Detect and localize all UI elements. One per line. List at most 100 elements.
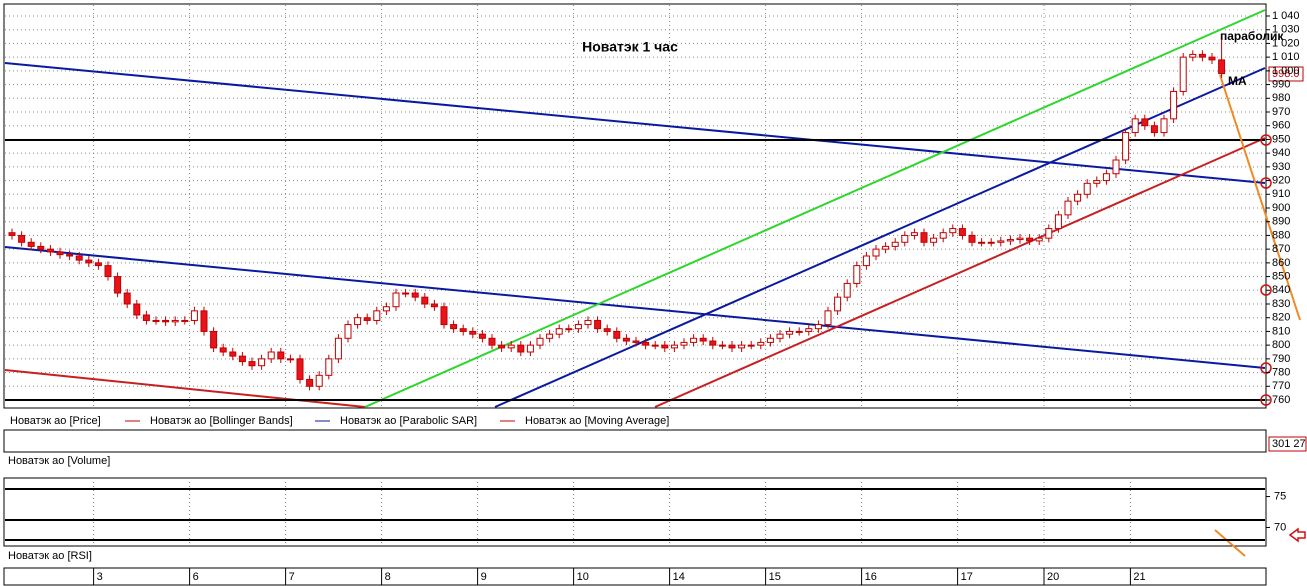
- candle-body: [1141, 118, 1149, 127]
- candle-body: [1102, 173, 1110, 182]
- candle-body: [488, 337, 496, 346]
- candle-body: [325, 358, 333, 376]
- candle-body: [66, 254, 74, 257]
- candle-body: [574, 324, 582, 330]
- candle-body: [1198, 53, 1206, 58]
- y-tick-label: 75: [1274, 490, 1286, 502]
- trend-line: [4, 62, 1266, 184]
- y-tick-label: 930: [1272, 161, 1290, 173]
- candle-body: [690, 337, 698, 343]
- candle-body: [133, 303, 141, 316]
- candle-body: [680, 341, 688, 346]
- candle-body: [1026, 237, 1034, 242]
- candle-body: [1006, 239, 1014, 242]
- candle-body: [1016, 237, 1024, 241]
- candle-body: [430, 303, 438, 308]
- candle-body: [306, 378, 314, 387]
- y-tick-label: 920: [1272, 174, 1290, 186]
- candle-body: [459, 328, 467, 332]
- candle-body: [949, 228, 957, 234]
- volume-panel: [3, 429, 1267, 453]
- candle-body: [728, 344, 736, 349]
- legend-label: Новатэк ао [Bollinger Bands]: [150, 415, 293, 427]
- y-tick-label: 70: [1274, 521, 1286, 533]
- candle-body: [334, 337, 342, 360]
- last-price: 998.0: [1272, 68, 1300, 80]
- y-tick-label: 880: [1272, 229, 1290, 241]
- y-tick-label: 890: [1272, 216, 1290, 228]
- y-tick-label: 870: [1272, 243, 1290, 255]
- candle-body: [210, 330, 218, 349]
- trend-line: [654, 137, 1266, 408]
- candle-body: [190, 310, 198, 321]
- candle-body: [238, 355, 246, 363]
- y-tick-label: 790: [1272, 353, 1290, 365]
- candle-body: [354, 317, 362, 326]
- level-marker: [1260, 284, 1272, 296]
- candle-body: [814, 324, 822, 330]
- rsi-arrow: [1288, 527, 1306, 543]
- candle-body: [315, 374, 323, 387]
- candle-body: [8, 232, 16, 236]
- y-tick-label: 840: [1272, 284, 1290, 296]
- x-tick-label: 8: [385, 571, 391, 583]
- price-panel: [3, 3, 1267, 409]
- y-tick-label: 990: [1272, 78, 1290, 90]
- last-price-box: [1268, 66, 1304, 82]
- candle-body: [440, 306, 448, 326]
- candle-body: [939, 232, 947, 239]
- candle-body: [421, 296, 429, 305]
- candle-body: [277, 351, 285, 360]
- candle-body: [1170, 90, 1178, 120]
- candle-body: [978, 241, 986, 244]
- candle-body: [286, 358, 294, 361]
- candle-body: [1179, 56, 1187, 92]
- candle-body: [594, 319, 602, 330]
- candle-body: [1035, 237, 1043, 242]
- drawn-lines: [4, 9, 1306, 557]
- candle-body: [267, 351, 275, 360]
- candle-body: [958, 228, 966, 236]
- candle-body: [786, 330, 794, 335]
- candle-body: [891, 241, 899, 247]
- candle-body: [478, 333, 486, 339]
- candle-body: [56, 251, 64, 256]
- candle-body: [1054, 214, 1062, 230]
- candle-body: [200, 310, 208, 332]
- candle-body: [1150, 125, 1158, 134]
- candle-body: [392, 292, 400, 308]
- candle-body: [632, 340, 640, 343]
- x-tick-label: 16: [865, 571, 877, 583]
- panel-label: Новатэк ао [Volume]: [8, 455, 110, 467]
- candle-body: [1218, 59, 1226, 75]
- candle-body: [670, 344, 678, 349]
- candle-body: [747, 344, 755, 347]
- y-tick-label: 780: [1272, 366, 1290, 378]
- x-tick-label: 9: [481, 571, 487, 583]
- time-axis: [3, 567, 1267, 586]
- y-tick-label: 820: [1272, 312, 1290, 324]
- legend-label: Новатэк ао [Moving Average]: [525, 415, 669, 427]
- candle-body: [536, 337, 544, 346]
- y-tick-label: 830: [1272, 298, 1290, 310]
- candle-body: [75, 255, 83, 261]
- y-tick-label: 1 040: [1272, 10, 1300, 22]
- candle-body: [930, 237, 938, 243]
- x-tick-label: 6: [193, 571, 199, 583]
- candle-body: [709, 340, 717, 346]
- candle-body: [498, 344, 506, 349]
- y-tick-label: 850: [1272, 270, 1290, 282]
- y-tick-label: 1 000: [1272, 65, 1300, 77]
- y-tick-label: 940: [1272, 147, 1290, 159]
- candle-body: [296, 358, 304, 380]
- candle-body: [1045, 228, 1053, 239]
- candle-body: [901, 234, 909, 243]
- y-tick-label: 970: [1272, 106, 1290, 118]
- candle-body: [402, 292, 410, 295]
- x-tick-label: 14: [673, 571, 685, 583]
- candle-body: [363, 317, 371, 321]
- candle-body: [450, 324, 458, 330]
- candle-body: [229, 351, 237, 357]
- candle-body: [85, 259, 93, 264]
- candle-body: [507, 344, 515, 349]
